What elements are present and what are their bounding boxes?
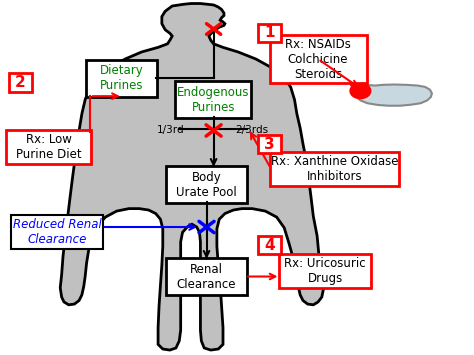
Text: 2: 2 bbox=[15, 75, 26, 90]
Text: Rx: Uricosuric
Drugs: Rx: Uricosuric Drugs bbox=[284, 257, 366, 285]
FancyBboxPatch shape bbox=[6, 131, 91, 164]
Text: Dietary
Purines: Dietary Purines bbox=[100, 65, 144, 93]
FancyBboxPatch shape bbox=[279, 254, 371, 288]
Text: 4: 4 bbox=[264, 237, 275, 252]
Polygon shape bbox=[355, 82, 432, 106]
Text: 2/3rds: 2/3rds bbox=[236, 125, 269, 135]
Text: 1: 1 bbox=[264, 25, 275, 40]
Text: Reduced Renal
Clearance: Reduced Renal Clearance bbox=[12, 218, 101, 246]
Text: Rx: Xanthine Oxidase
Inhibitors: Rx: Xanthine Oxidase Inhibitors bbox=[271, 155, 398, 183]
Text: Rx: Low
Purine Diet: Rx: Low Purine Diet bbox=[16, 133, 82, 162]
Text: 1/3rd: 1/3rd bbox=[156, 125, 184, 135]
FancyBboxPatch shape bbox=[175, 81, 251, 119]
FancyBboxPatch shape bbox=[258, 135, 281, 153]
Polygon shape bbox=[60, 4, 324, 350]
FancyBboxPatch shape bbox=[270, 152, 400, 186]
Text: Endogenous
Purines: Endogenous Purines bbox=[177, 86, 250, 114]
FancyBboxPatch shape bbox=[166, 166, 246, 203]
FancyBboxPatch shape bbox=[166, 258, 246, 295]
FancyBboxPatch shape bbox=[270, 35, 366, 83]
Text: Body
Urate Pool: Body Urate Pool bbox=[176, 170, 237, 198]
FancyBboxPatch shape bbox=[86, 60, 157, 97]
FancyBboxPatch shape bbox=[9, 73, 32, 92]
Circle shape bbox=[350, 83, 371, 99]
Text: Renal
Clearance: Renal Clearance bbox=[176, 262, 236, 290]
FancyBboxPatch shape bbox=[11, 215, 103, 249]
Text: 3: 3 bbox=[264, 137, 275, 152]
FancyBboxPatch shape bbox=[258, 24, 281, 42]
Text: Rx: NSAIDs
Colchicine
Steroids: Rx: NSAIDs Colchicine Steroids bbox=[285, 38, 351, 81]
FancyBboxPatch shape bbox=[258, 236, 281, 254]
